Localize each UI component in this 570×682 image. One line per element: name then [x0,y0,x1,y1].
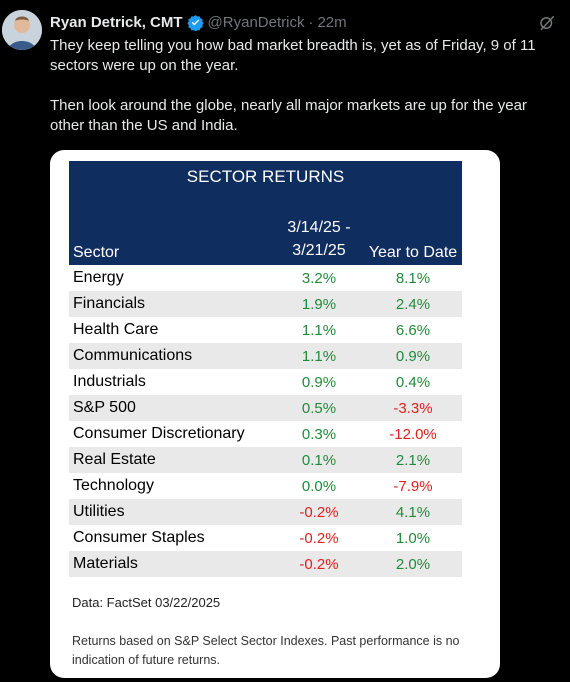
sector-cell: Consumer Staples [73,529,205,546]
ytd-return-cell: -3.3% [393,399,433,417]
sector-cell: Utilities [73,503,125,520]
table-row: Real Estate 0.1% 2.1% [69,447,462,473]
week-return-cell: -0.2% [299,503,339,521]
tweet-paragraph-1: They keep telling you how bad market bre… [50,37,536,74]
table-row: Consumer Staples -0.2% 1.0% [69,525,462,551]
column-header-week-line1: 3/14/25 - [287,219,351,236]
data-source: Data: FactSet 03/22/2025 [72,595,221,610]
column-header-sector: Sector [73,244,120,261]
sector-cell: Energy [73,269,124,286]
sector-cell: Communications [73,347,193,364]
table-body: Energy 3.2% 8.1% Financials 1.9% 2.4% Health C… [69,265,462,577]
ytd-return-cell: 0.4% [395,373,431,391]
sector-returns-table: SECTOR RETURNS Sector 3/14/25 - 3/21/25 … [69,161,462,577]
separator-dot: · [308,13,314,31]
sector-cell: Financials [73,295,146,312]
ytd-return-cell: 4.1% [395,503,431,521]
sector-cell: Technology [73,477,154,494]
timestamp[interactable]: 22m [317,13,347,31]
tweet-text: They keep telling you how bad market bre… [50,36,560,136]
week-return-cell: 0.3% [301,425,337,443]
ytd-return-cell: 2.4% [395,295,431,313]
ytd-return-cell: 1.0% [395,529,431,547]
sector-cell: Materials [73,555,138,572]
week-return-cell: 3.2% [301,269,337,287]
sector-cell: Consumer Discretionary [73,425,245,442]
week-return-cell: 1.1% [301,347,337,365]
ytd-return-cell: 8.1% [395,269,431,287]
week-return-cell: 1.9% [301,295,337,313]
table-row: Utilities -0.2% 4.1% [69,499,462,525]
week-return-cell: 0.0% [301,477,337,495]
sector-cell: S&P 500 [73,399,136,416]
table-row: S&P 500 0.5% -3.3% [69,395,462,421]
week-return-cell: -0.2% [299,555,339,573]
grok-icon[interactable] [538,14,556,32]
table-row: Energy 3.2% 8.1% [69,265,462,291]
avatar-image [2,10,42,50]
ytd-return-cell: 0.9% [395,347,431,365]
ytd-return-cell: -7.9% [393,477,433,495]
tweet-paragraph-2: Then look around the globe, nearly all m… [50,97,527,134]
table-row: Communications 1.1% 0.9% [69,343,462,369]
ytd-return-cell: 6.6% [395,321,431,339]
table-row: Materials -0.2% 2.0% [69,551,462,577]
disclaimer-note: Returns based on S&P Select Sector Index… [72,634,460,667]
table-title: SECTOR RETURNS [186,167,345,186]
sector-cell: Health Care [73,321,159,338]
sector-cell: Industrials [73,373,146,390]
ytd-return-cell: 2.0% [395,555,431,573]
table-row: Industrials 0.9% 0.4% [69,369,462,395]
verified-badge-icon [186,14,204,31]
table-row: Financials 1.9% 2.4% [69,291,462,317]
author-name[interactable]: Ryan Detrick, CMT [50,13,183,31]
week-return-cell: 0.5% [301,399,337,417]
avatar[interactable] [2,10,42,50]
tweet-header: Ryan Detrick, CMT @RyanDetrick · 22m [50,12,556,32]
table-row: Consumer Discretionary 0.3% -12.0% [69,421,462,447]
ytd-return-cell: -12.0% [389,425,437,443]
sector-cell: Real Estate [73,451,156,468]
table-row: Technology 0.0% -7.9% [69,473,462,499]
column-header-week: 3/14/25 - 3/21/25 [274,216,364,262]
ytd-return-cell: 2.1% [395,451,431,469]
column-header-ytd: Year to Date [368,244,458,261]
column-header-week-line2: 3/21/25 [292,242,346,259]
week-return-cell: -0.2% [299,529,339,547]
week-return-cell: 1.1% [301,321,337,339]
table-row: Health Care 1.1% 6.6% [69,317,462,343]
attached-image[interactable]: SECTOR RETURNS Sector 3/14/25 - 3/21/25 … [50,150,500,678]
week-return-cell: 0.1% [301,451,337,469]
table-header: SECTOR RETURNS Sector 3/14/25 - 3/21/25 … [69,161,462,265]
week-return-cell: 0.9% [301,373,337,391]
author-handle[interactable]: @RyanDetrick [207,13,305,31]
